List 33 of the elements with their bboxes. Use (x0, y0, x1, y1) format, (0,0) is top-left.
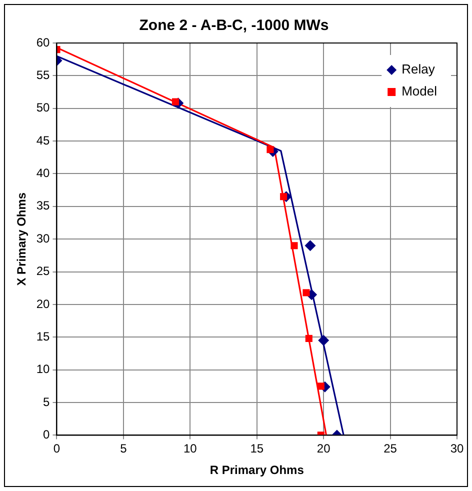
y-tick-label: 10 (36, 362, 50, 376)
x-tick-label: 5 (120, 442, 128, 456)
y-tick-label: 60 (36, 35, 50, 50)
point (305, 334, 312, 342)
y-tick-label: 0 (43, 428, 50, 442)
point (290, 242, 298, 250)
y-tick-label: 40 (36, 166, 50, 180)
x-tick-label: 10 (183, 442, 198, 456)
y-tick-label: 25 (36, 264, 50, 278)
chart-title: Zone 2 - A-B-C, -1000 MWs (139, 17, 329, 34)
x-tick-label: 25 (384, 442, 398, 456)
point (304, 240, 316, 252)
y-tick-label: 45 (36, 133, 50, 148)
x-tick-label: 30 (450, 442, 464, 456)
point (280, 193, 288, 200)
point (317, 382, 324, 390)
legend-label: Relay (402, 62, 436, 77)
point (302, 289, 310, 296)
y-tick-label: 15 (36, 329, 50, 344)
x-tick-label: 0 (53, 442, 60, 456)
x-tick-label: 20 (316, 442, 331, 456)
y-tick-label: 20 (36, 296, 50, 311)
point (266, 146, 274, 154)
legend-label: Model (402, 84, 438, 99)
point (318, 334, 330, 346)
y-tick-label: 35 (36, 198, 50, 213)
y-axis-title: X Primary Ohms (14, 192, 29, 286)
x-tick-label: 15 (250, 442, 264, 456)
y-tick-label: 30 (36, 231, 50, 246)
y-tick-label: 55 (36, 68, 50, 82)
x-axis-title: R Primary Ohms (210, 463, 304, 478)
y-tick-label: 50 (36, 100, 50, 115)
y-tick-label: 5 (43, 394, 50, 409)
